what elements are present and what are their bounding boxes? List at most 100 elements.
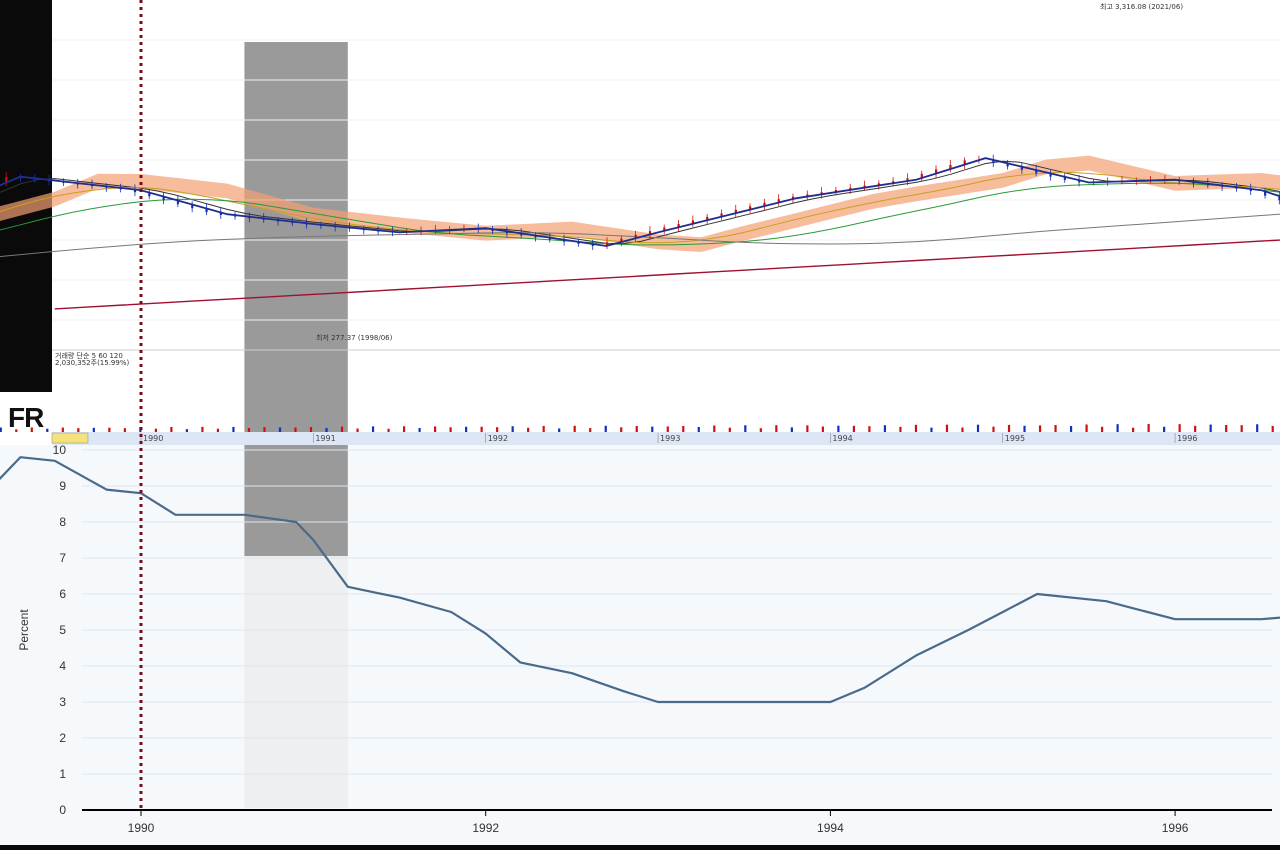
volume-bar [1256, 424, 1259, 432]
candle-body [1006, 163, 1009, 167]
volume-bar [30, 427, 33, 432]
recession-shading [244, 42, 348, 808]
candle-body [162, 196, 165, 201]
candle-body [1020, 166, 1024, 170]
kospi-low-annotation: 최저 277.37 (1998/06) [316, 333, 393, 342]
volume-bar [806, 425, 809, 432]
y-axis-label: Percent [17, 609, 31, 651]
volume-bar [387, 428, 390, 432]
year-tick-label: 1995 [1005, 434, 1025, 443]
volume-bar [1163, 426, 1166, 432]
candle-body [935, 169, 938, 174]
volume-bar [77, 428, 80, 432]
volume-bar [325, 427, 328, 432]
volume-bar [15, 429, 18, 432]
candle-body [877, 183, 880, 186]
candle-body [1264, 191, 1267, 196]
volume-bar [682, 425, 685, 432]
ma-line-long [0, 182, 1280, 246]
volume-bar [914, 424, 918, 432]
volume-bar [0, 427, 2, 432]
year-tick-label: 1996 [1177, 434, 1197, 443]
candle-body [834, 190, 838, 193]
candle-body [606, 242, 609, 246]
ma-line-medium [0, 171, 1280, 244]
volume-bar [1038, 425, 1042, 432]
candle-body [620, 238, 623, 243]
volume-bar [573, 425, 576, 432]
kospi-price-line [0, 157, 1280, 247]
volume-bar [620, 427, 623, 432]
candle-body [820, 192, 823, 195]
recession-band-0 [244, 42, 348, 556]
volume-value: 2,030,352주(15.99%) [55, 359, 129, 367]
period-box [51, 432, 89, 444]
volume-bar [465, 426, 468, 432]
volume-bar [992, 426, 995, 432]
volume-bar [604, 425, 607, 432]
volume-bar [651, 426, 654, 432]
year-tick-label: 1992 [488, 434, 508, 443]
volume-bar [759, 428, 762, 432]
y-tick-label: 10 [53, 443, 67, 457]
candle-body [863, 185, 866, 188]
volume-bar [1100, 426, 1104, 432]
candle-body [1063, 176, 1066, 180]
x-tick-label: 1994 [817, 821, 844, 835]
y-tick-label: 7 [59, 551, 66, 565]
volume-bar [542, 425, 545, 432]
candle-body [720, 213, 723, 217]
volume-bar [1069, 426, 1073, 432]
y-tick-label: 4 [59, 659, 66, 673]
volume-bar [511, 426, 514, 432]
volume-bar [309, 426, 313, 432]
candle-body [763, 202, 766, 207]
volume-bar [713, 425, 716, 432]
volume-bar [1194, 425, 1197, 432]
volume-bar [356, 428, 359, 432]
candle-body [906, 178, 909, 182]
year-axis-strip [52, 432, 1280, 445]
kospi-year-axis: 1989199019911992199319941995199619971998… [51, 432, 1280, 445]
candle-body [1278, 195, 1280, 201]
candle-body [1035, 169, 1038, 174]
volume-bar [697, 426, 700, 432]
x-tick-label: 1992 [472, 821, 499, 835]
fred-logo-box [0, 392, 54, 445]
fred-logo: FR [8, 402, 44, 433]
volume-bar [961, 427, 964, 432]
candle-body [691, 220, 695, 225]
volume-bar [1085, 424, 1088, 432]
candle-body [491, 228, 494, 232]
volume-bar [1132, 427, 1135, 432]
volume-bar [1178, 424, 1181, 432]
ma-line-trend [54, 239, 1280, 310]
candle-body [677, 224, 680, 228]
candle-body [1078, 179, 1081, 183]
y-tick-label: 2 [59, 731, 66, 745]
volume-bar [744, 425, 747, 432]
volume-bar [263, 427, 266, 432]
kospi-high-annotation: 최고 3,316.08 (2021/06) [1100, 2, 1183, 11]
candle-body [1249, 188, 1252, 192]
y-tick-label: 9 [59, 479, 66, 493]
candle-body [191, 204, 194, 209]
volume-bar [340, 426, 344, 432]
volume-bar [278, 427, 282, 432]
volume-bar [108, 427, 111, 432]
volume-bar [433, 426, 437, 432]
y-tick-label: 8 [59, 515, 66, 529]
candle-body [1049, 173, 1052, 177]
volume-bar [1023, 425, 1026, 432]
y-tick-label: 6 [59, 587, 66, 601]
volume-bar [790, 427, 793, 432]
volume-bar [1054, 425, 1057, 432]
candle-body [734, 209, 737, 214]
volume-bar [185, 429, 189, 432]
y-tick-label: 5 [59, 623, 66, 637]
year-tick-label: 1993 [660, 434, 680, 443]
candle-body [5, 177, 8, 184]
candle-body [920, 173, 923, 179]
volume-bar [1225, 424, 1228, 432]
volume-bar [294, 427, 297, 432]
